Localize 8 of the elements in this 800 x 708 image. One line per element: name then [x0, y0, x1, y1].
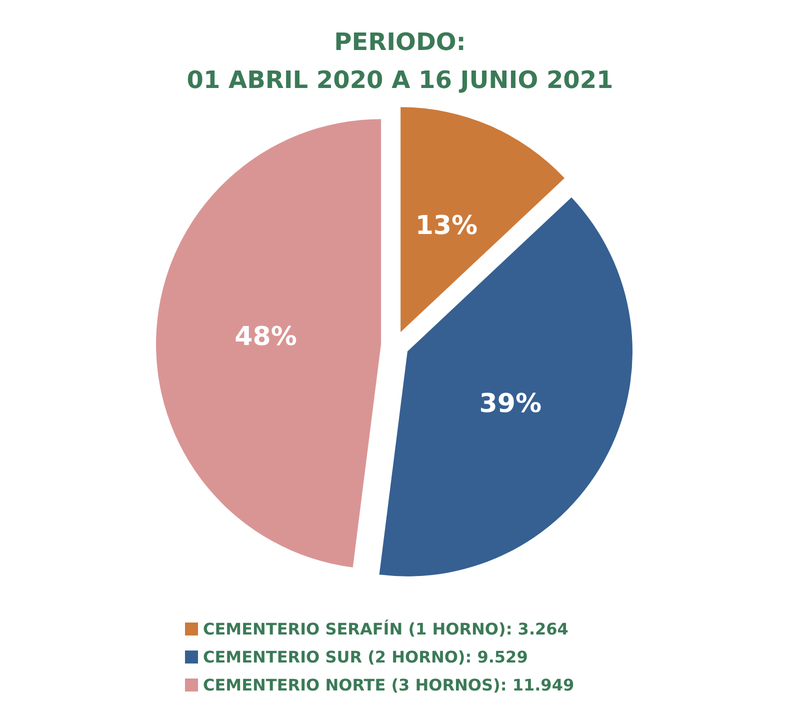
- chart-title: PERIODO:: [334, 28, 466, 56]
- legend-label: CEMENTERIO SUR (2 HORNO): 9.529: [203, 648, 528, 666]
- chart-subtitle: 01 ABRIL 2020 A 16 JUNIO 2021: [186, 66, 614, 94]
- legend-label: CEMENTERIO SERAFÍN (1 HORNO): 3.264: [203, 620, 568, 638]
- data-label: 39%: [479, 388, 542, 419]
- legend-label: CEMENTERIO NORTE (3 HORNOS): 11.949: [203, 676, 574, 694]
- data-label: 48%: [234, 322, 297, 352]
- data-label: 13%: [415, 211, 478, 242]
